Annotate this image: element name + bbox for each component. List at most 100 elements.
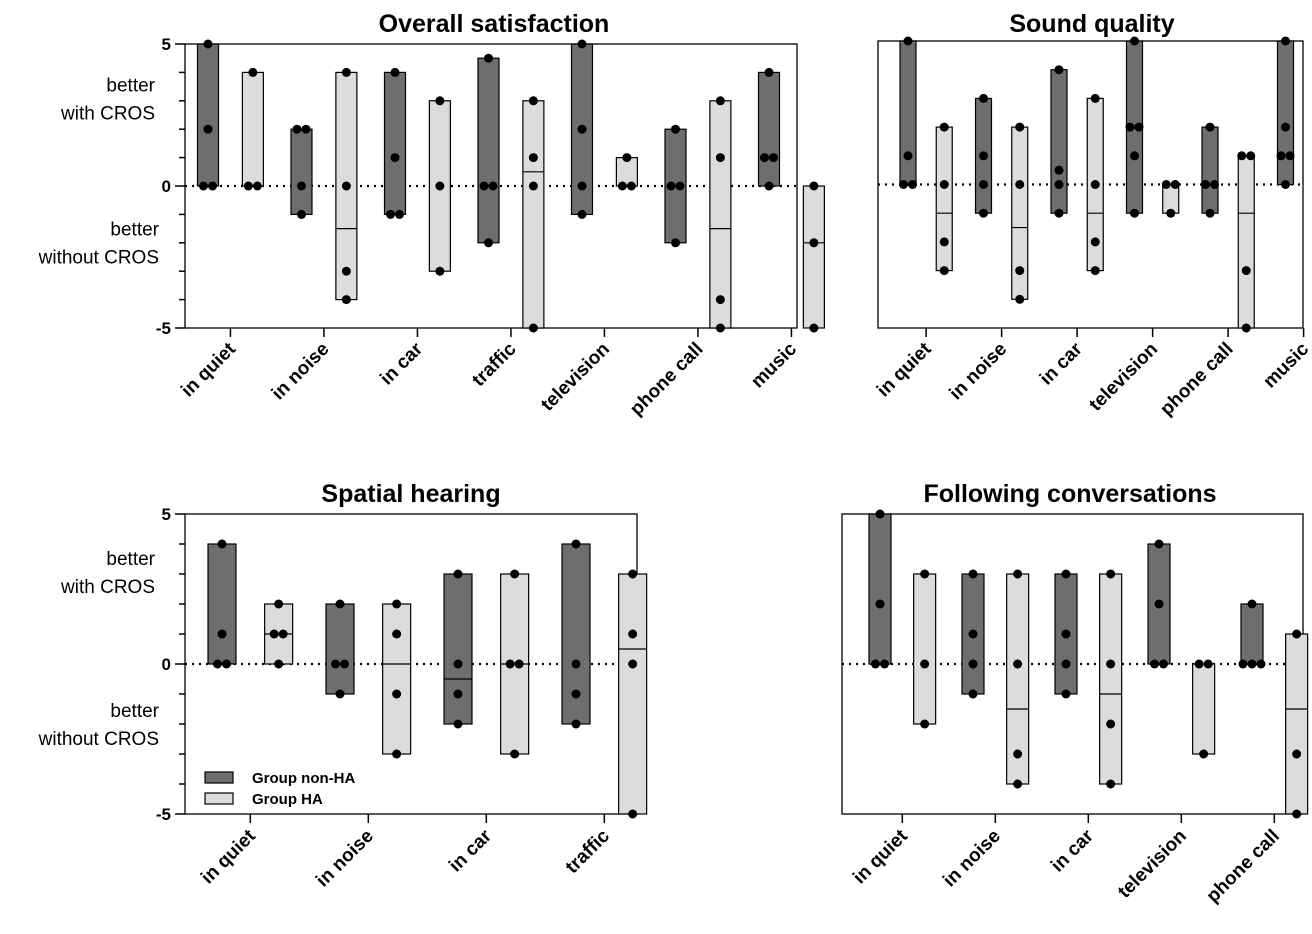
data-point (453, 569, 463, 579)
y-tick-label: -5 (156, 319, 171, 338)
data-point (571, 659, 581, 669)
bar (1099, 573, 1123, 785)
x-tick-label: television (1114, 826, 1191, 903)
data-point (715, 153, 725, 163)
data-point (1054, 165, 1064, 175)
data-point (671, 124, 680, 134)
data-point (1292, 809, 1302, 819)
data-point (666, 181, 676, 191)
y-side-label-upper: with CROS (60, 104, 155, 125)
data-point (764, 181, 774, 191)
x-tick-label: in car (376, 338, 427, 389)
data-point (871, 659, 880, 669)
data-point (809, 323, 819, 333)
data-point (341, 67, 351, 77)
data-point (208, 181, 217, 191)
data-point (484, 238, 493, 248)
data-point (1238, 659, 1248, 669)
data-point (809, 238, 819, 248)
data-point (1247, 659, 1257, 669)
data-point (1125, 122, 1135, 132)
x-tick-label: traffic (468, 338, 520, 390)
data-point (1203, 659, 1213, 669)
x-tick-label: in noise (946, 339, 1012, 405)
data-point (769, 153, 778, 163)
data-point (1161, 180, 1171, 189)
bar (522, 100, 545, 329)
data-point (571, 689, 581, 699)
data-point (199, 181, 208, 191)
bar (757, 71, 781, 187)
data-point (764, 67, 774, 77)
bar (1276, 40, 1295, 186)
data-point (920, 569, 930, 579)
data-point (899, 180, 908, 189)
data-point (1237, 151, 1247, 161)
data-point (217, 539, 227, 549)
data-point (331, 659, 340, 669)
legend-swatch (204, 771, 234, 784)
data-point (390, 67, 400, 77)
data-point (484, 53, 493, 63)
y-tick-label: 5 (162, 505, 171, 524)
data-point (341, 181, 351, 191)
data-point (340, 659, 349, 669)
x-tick-label: in car (1047, 825, 1098, 876)
data-point (626, 181, 636, 191)
data-point (435, 266, 445, 276)
data-point (622, 153, 632, 163)
data-point (809, 181, 819, 191)
data-point (243, 181, 253, 191)
data-point (875, 509, 885, 519)
data-point (392, 749, 402, 759)
data-point (1205, 122, 1215, 132)
x-tick-label: in quiet (849, 825, 912, 888)
data-point (715, 323, 725, 333)
data-point (203, 124, 213, 134)
data-point (335, 689, 345, 699)
data-point (979, 180, 988, 189)
data-point (979, 93, 988, 103)
data-point (1015, 122, 1025, 132)
data-point (1247, 599, 1257, 609)
data-point (528, 153, 538, 163)
data-point (628, 629, 638, 639)
data-point (979, 208, 988, 218)
legend-swatch (204, 792, 234, 805)
data-point (1205, 208, 1215, 218)
data-point (1285, 151, 1295, 161)
bar (618, 573, 648, 815)
data-point (760, 153, 769, 163)
data-point (1241, 323, 1251, 333)
x-tick-label: music (747, 338, 801, 392)
data-point (920, 719, 930, 729)
data-point (671, 238, 680, 248)
data-point (1013, 569, 1023, 579)
data-point (1090, 180, 1100, 189)
data-point (617, 181, 627, 191)
data-point (1054, 208, 1064, 218)
data-point (222, 659, 231, 669)
data-point (1061, 629, 1071, 639)
data-point (1061, 569, 1071, 579)
data-point (453, 689, 463, 699)
data-point (1130, 36, 1139, 46)
data-point (968, 689, 978, 699)
data-point (435, 181, 445, 191)
bar (899, 40, 917, 186)
data-point (903, 36, 913, 46)
data-point (875, 599, 885, 609)
data-point (514, 659, 524, 669)
data-point (1281, 122, 1290, 132)
data-point (675, 181, 685, 191)
bar (325, 603, 355, 695)
bar (802, 185, 825, 329)
data-point (968, 569, 978, 579)
data-point (1106, 659, 1116, 669)
x-tick-label: in quiet (177, 338, 240, 401)
data-point (1015, 294, 1025, 304)
x-tick-label: television (1085, 339, 1162, 416)
x-tick-label: in noise (939, 826, 1005, 892)
data-point (335, 599, 345, 609)
